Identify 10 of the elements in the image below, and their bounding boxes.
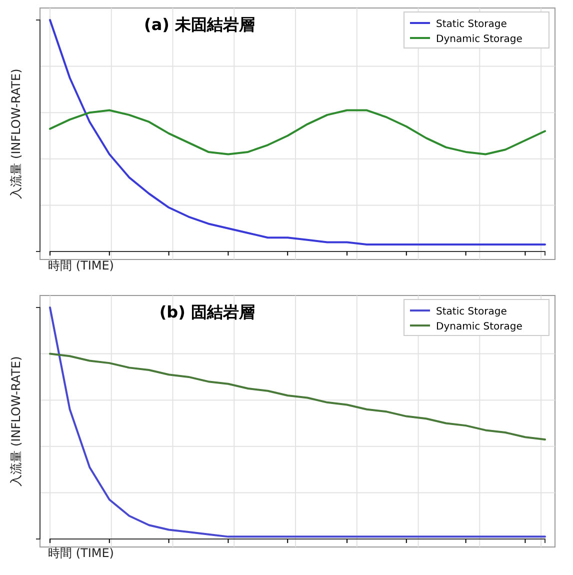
- y-axis-title: 入流量 (INFLOW-RATE): [9, 356, 23, 486]
- legend-label: Dynamic Storage: [436, 34, 522, 45]
- chart-title: (b) 固結岩層: [159, 302, 255, 322]
- y-axis-title: 入流量 (INFLOW-RATE): [9, 68, 23, 199]
- chart-title: (a) 未固結岩層: [144, 15, 255, 34]
- x-axis-title: 時間 (TIME): [48, 546, 114, 560]
- legend-label: Static Storage: [436, 306, 507, 318]
- x-axis-title: 時間 (TIME): [48, 258, 114, 272]
- legend-label: Static Storage: [436, 19, 507, 30]
- legend-label: Dynamic Storage: [436, 322, 522, 332]
